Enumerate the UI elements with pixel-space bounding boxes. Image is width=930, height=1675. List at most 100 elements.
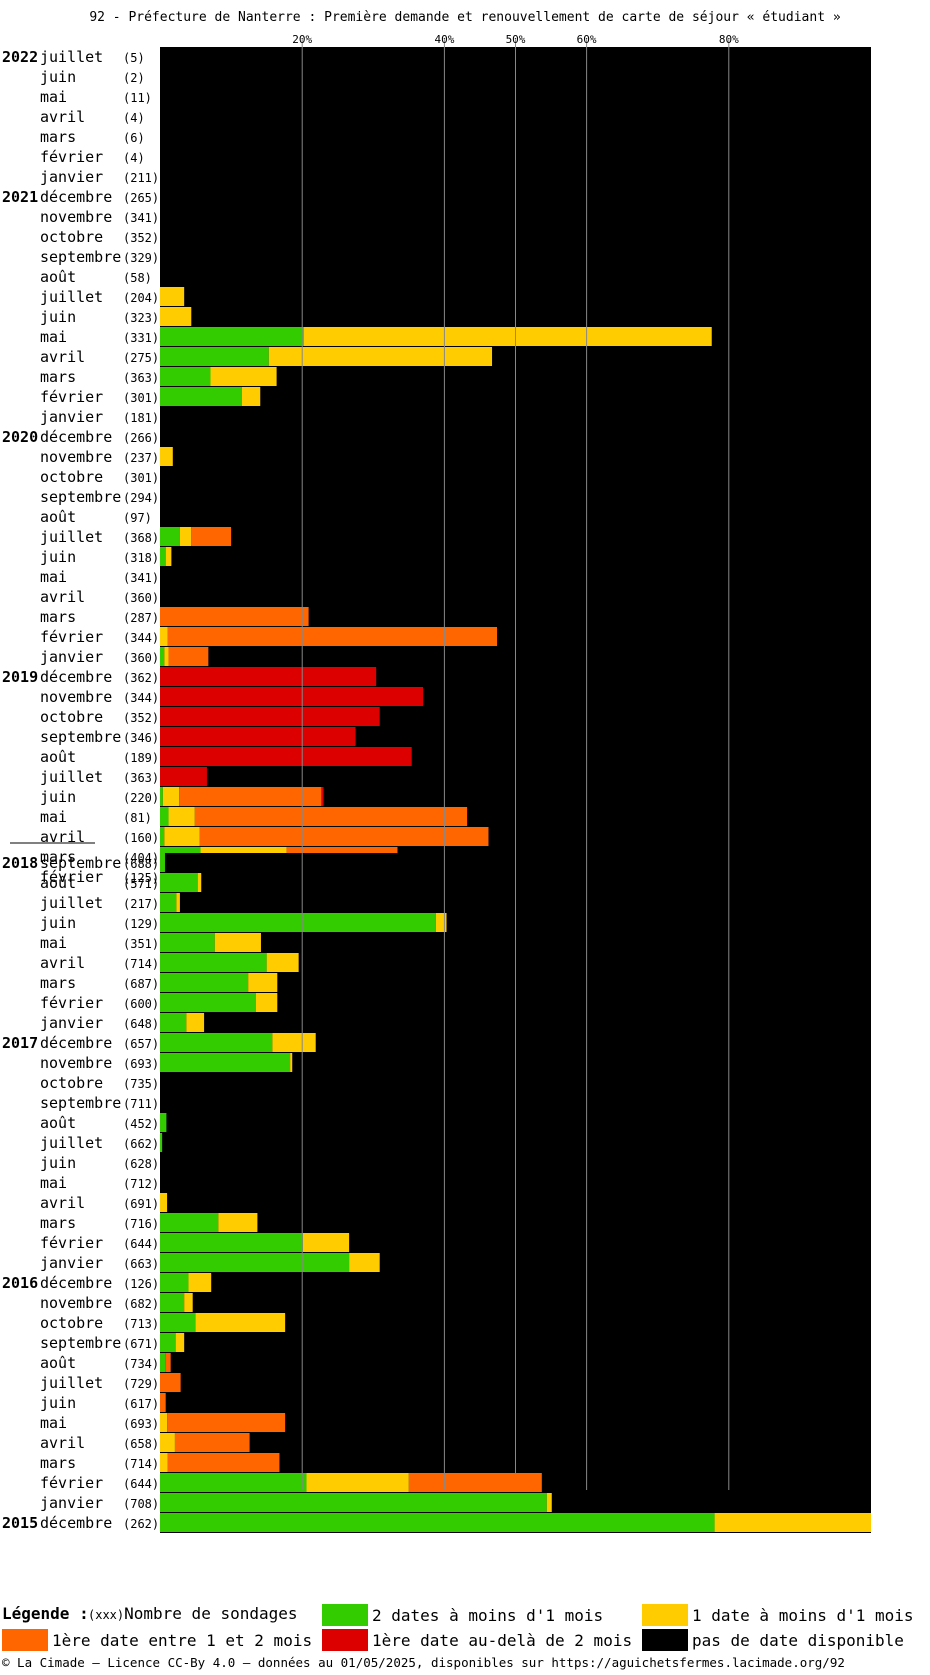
month-label: septembre [40,248,121,266]
count-label: (711) [123,1097,159,1111]
month-label: avril [40,588,85,606]
bar-segment [160,827,165,846]
month-label: novembre [40,208,112,226]
bar-segment [160,447,173,466]
month-label: mai [40,1174,67,1192]
bar-segment [160,1473,307,1492]
bar-segment [241,387,261,406]
month-label: juillet [40,48,103,66]
year-label: 2022 [2,48,38,66]
month-label: février [40,1474,103,1492]
count-label: (351) [123,937,159,951]
count-label: (129) [123,917,159,931]
month-label: mars [40,848,76,866]
count-label: (6) [123,131,145,145]
count-label: (714) [123,957,159,971]
month-label: juillet [40,894,103,912]
bar-segment [186,1013,205,1032]
bar-segment [179,527,192,546]
count-label: (662) [123,1137,159,1151]
count-label: (11) [123,91,152,105]
month-label: juin [40,914,76,932]
month-label: décembre [40,188,112,206]
bar-segment [195,1313,286,1332]
count-label: (97) [123,511,152,525]
bar-segment [408,1473,542,1492]
bar-segment [160,327,304,346]
bar-segment [160,893,177,912]
count-label: (126) [123,1277,159,1291]
legend-swatch-black [642,1629,688,1651]
month-label: avril [40,954,85,972]
bar-segment [184,1293,193,1312]
bar-segment [194,807,468,826]
bar-segment [167,1413,286,1432]
bar-segment [160,1413,168,1432]
count-label: (362) [123,671,159,685]
month-label: juin [40,68,76,86]
bar-segment [321,787,324,806]
legend-label-green: 2 dates à moins d'1 mois [372,1605,604,1625]
month-label: novembre [40,1294,112,1312]
x-tick-label: 20% [292,33,312,46]
count-label: (220) [123,791,159,805]
legend-swatch-green [322,1604,368,1626]
bar-segment [160,1053,291,1072]
count-label: (341) [123,571,159,585]
bar-segment [160,1213,219,1232]
count-label: (341) [123,211,159,225]
bar-segment [160,1033,273,1052]
count-label: (125) [123,871,159,885]
month-label: juillet [40,768,103,786]
month-label: décembre [40,1034,112,1052]
count-label: (658) [123,1437,159,1451]
bar-segment [160,667,377,686]
x-tick-label: 40% [434,33,454,46]
bar-segment [160,807,169,826]
count-label: (189) [123,751,159,765]
count-label: (657) [123,1037,159,1051]
month-label: décembre [40,428,112,446]
month-label: avril [40,828,85,846]
bar-segment [164,827,200,846]
month-label: janvier [40,408,103,426]
count-label: (363) [123,771,159,785]
legend-label-orange: 1ère date entre 1 et 2 mois [52,1630,313,1650]
month-label: août [40,508,76,526]
bar-segment [435,913,447,932]
month-label: août [40,874,76,892]
month-label: janvier [40,1494,103,1512]
count-label: (301) [123,471,159,485]
bar-segment [248,973,278,992]
month-label: mars [40,1454,76,1472]
bar-segment [160,1013,187,1032]
month-label: février [40,1234,103,1252]
year-label: 2021 [2,188,38,206]
count-label: (237) [123,451,159,465]
count-label: (266) [123,431,159,445]
month-label: juin [40,1394,76,1412]
bar-segment [160,527,180,546]
count-label: (712) [123,1177,159,1191]
month-label: juillet [40,1374,103,1392]
month-label: février [40,868,103,886]
bar-segment [165,1353,171,1372]
bar-segment [160,1253,350,1272]
count-label: (716) [123,1217,159,1231]
bar-segment [290,1053,293,1072]
month-label: mai [40,328,67,346]
bar-segment [160,1493,547,1512]
bar-segment [160,687,424,706]
legend-swatch-yellow [642,1604,688,1626]
legend-item-black: pas de date disponible [642,1629,904,1651]
count-label: (352) [123,231,159,245]
bar-segment [160,1113,167,1132]
count-label: (404) [123,851,159,865]
month-label: février [40,388,103,406]
count-label: (2) [123,71,145,85]
month-label: mai [40,1414,67,1432]
bar-segment [160,1393,166,1412]
count-label: (81) [123,811,152,825]
year-label: 2019 [2,668,38,686]
bar-segment [210,367,277,386]
